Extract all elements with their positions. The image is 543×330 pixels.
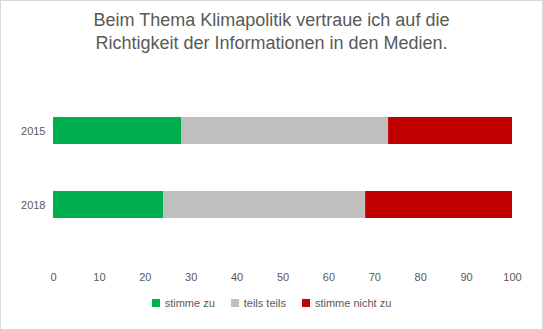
- svg-text:80: 80: [415, 271, 427, 283]
- svg-text:0: 0: [50, 271, 56, 283]
- svg-text:50: 50: [277, 271, 289, 283]
- svg-text:100: 100: [503, 271, 521, 283]
- svg-text:70: 70: [369, 271, 381, 283]
- svg-text:60: 60: [323, 271, 335, 283]
- svg-text:2015: 2015: [21, 125, 45, 137]
- svg-text:10: 10: [93, 271, 105, 283]
- html-text:stimme zu: stimme zu: [164, 297, 215, 309]
- svg-text:20: 20: [139, 271, 151, 283]
- html-text:stimme nicht zu: stimme nicht zu: [314, 297, 392, 309]
- svg-text:2018: 2018: [21, 199, 45, 211]
- html-text:teils teils: teils teils: [243, 297, 286, 309]
- html-text:Beim Thema Klimapolitik vertra: Beim Thema Klimapolitik vertraue ich auf…: [93, 10, 450, 53]
- svg-text:90: 90: [460, 271, 472, 283]
- svg-text:30: 30: [185, 271, 197, 283]
- svg-text:40: 40: [231, 271, 243, 283]
